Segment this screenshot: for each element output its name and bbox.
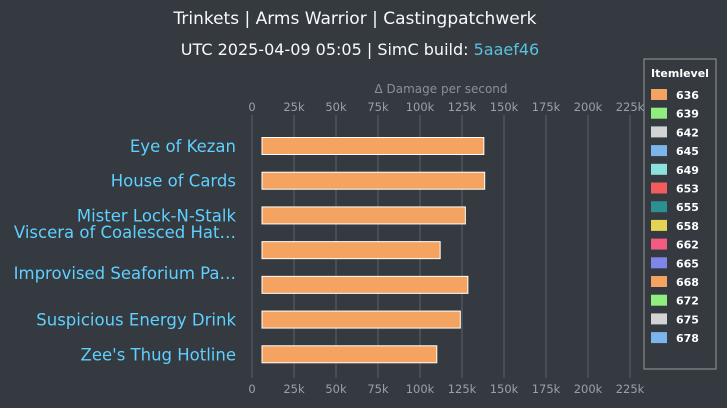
bar[interactable] [261, 345, 438, 364]
legend-swatch [651, 126, 667, 138]
chart-title: Trinkets | Arms Warrior | Castingpatchwe… [172, 9, 536, 29]
x-tick-label-bottom: 25k [283, 382, 305, 396]
legend-label[interactable]: 678 [676, 332, 699, 345]
legend-label[interactable]: 668 [676, 276, 699, 289]
legend-label[interactable]: 653 [676, 183, 699, 196]
x-tick-label-top: 225k [616, 100, 645, 114]
chart-subtitle: UTC 2025-04-09 05:05 | SimC build: 5aaef… [181, 40, 539, 59]
x-tick-label-bottom: 125k [448, 382, 477, 396]
legend-swatch [651, 107, 667, 119]
legend-swatch [651, 182, 667, 194]
x-tick-label-bottom: 150k [490, 382, 519, 396]
legend-label[interactable]: 672 [676, 295, 699, 308]
category-label[interactable]: Mister Lock-N-Stalk [77, 206, 237, 225]
legend-swatch [651, 201, 667, 213]
x-tick-label-bottom: 100k [406, 382, 435, 396]
simc-build-link[interactable]: 5aaef46 [474, 40, 540, 59]
legend-swatch [651, 313, 667, 325]
legend-label[interactable]: 662 [676, 239, 699, 252]
x-tick-label-bottom: 225k [616, 382, 645, 396]
bar[interactable] [261, 241, 441, 260]
x-tick-label-bottom: 200k [574, 382, 603, 396]
legend-label[interactable]: 675 [676, 313, 699, 326]
bar[interactable] [261, 206, 466, 225]
legend-label[interactable]: 639 [676, 108, 699, 121]
x-axis-top-ticks: 0 25k 50k 75k 100k 125k 150k 175k 200k 225k [248, 100, 644, 114]
x-tick-label-top: 125k [448, 100, 477, 114]
legend-label[interactable]: 649 [676, 164, 699, 177]
x-tick-label-top: 0 [248, 100, 255, 114]
legend: Itemlevel 636 639 642 645 649 653 655 658 662 665… [643, 58, 717, 370]
category-label[interactable]: Zee's Thug Hotline [81, 345, 236, 364]
bars [261, 137, 486, 364]
legend-title: Itemlevel [651, 67, 709, 80]
x-axis-title: Δ Damage per second [374, 82, 507, 96]
x-tick-label-bottom: 50k [325, 382, 347, 396]
x-tick-label-top: 100k [406, 100, 435, 114]
legend-swatch [651, 219, 667, 231]
bar[interactable] [261, 137, 485, 155]
legend-swatch [651, 257, 667, 269]
legend-items: 636 639 642 645 649 653 655 658 662 665 668 672 675 6… [651, 89, 699, 345]
legend-swatch [651, 89, 667, 100]
legend-swatch [651, 163, 667, 175]
x-tick-label-top: 75k [367, 100, 389, 114]
x-tick-label-bottom: 175k [532, 382, 561, 396]
legend-label[interactable]: 655 [676, 201, 699, 214]
x-tick-label-bottom: 0 [248, 382, 255, 396]
category-label[interactable]: Improvised Seaforium Pa… [14, 264, 236, 283]
x-tick-label-bottom: 75k [367, 382, 389, 396]
legend-swatch [651, 276, 667, 287]
legend-label[interactable]: 642 [676, 126, 699, 139]
x-tick-label-top: 175k [532, 100, 561, 114]
bar[interactable] [261, 171, 486, 190]
x-tick-label-top: 150k [490, 100, 519, 114]
category-label[interactable]: House of Cards [111, 172, 236, 191]
x-tick-label-top: 25k [283, 100, 305, 114]
legend-swatch [651, 238, 667, 250]
legend-swatch [651, 332, 667, 344]
bar[interactable] [261, 310, 461, 329]
x-tick-label-top: 50k [325, 100, 347, 114]
category-label[interactable]: Viscera of Coalesced Hat… [14, 223, 236, 242]
subtitle-text: UTC 2025-04-09 05:05 | SimC build: [181, 40, 474, 59]
legend-label[interactable]: 645 [676, 145, 699, 158]
legend-label[interactable]: 658 [676, 220, 699, 233]
legend-label[interactable]: 636 [676, 89, 699, 102]
category-label[interactable]: Eye of Kezan [130, 137, 236, 156]
legend-swatch [651, 145, 667, 157]
category-label[interactable]: Suspicious Energy Drink [36, 311, 236, 330]
category-labels: Eye of Kezan House of Cards Mister Lock-N-… [14, 137, 237, 364]
x-tick-label-top: 200k [574, 100, 603, 114]
legend-swatch [651, 294, 667, 306]
bar[interactable] [261, 275, 469, 294]
legend-label[interactable]: 665 [676, 257, 699, 270]
x-axis-bottom-ticks: 0 25k 50k 75k 100k 125k 150k 175k 200k 225k [248, 382, 644, 396]
